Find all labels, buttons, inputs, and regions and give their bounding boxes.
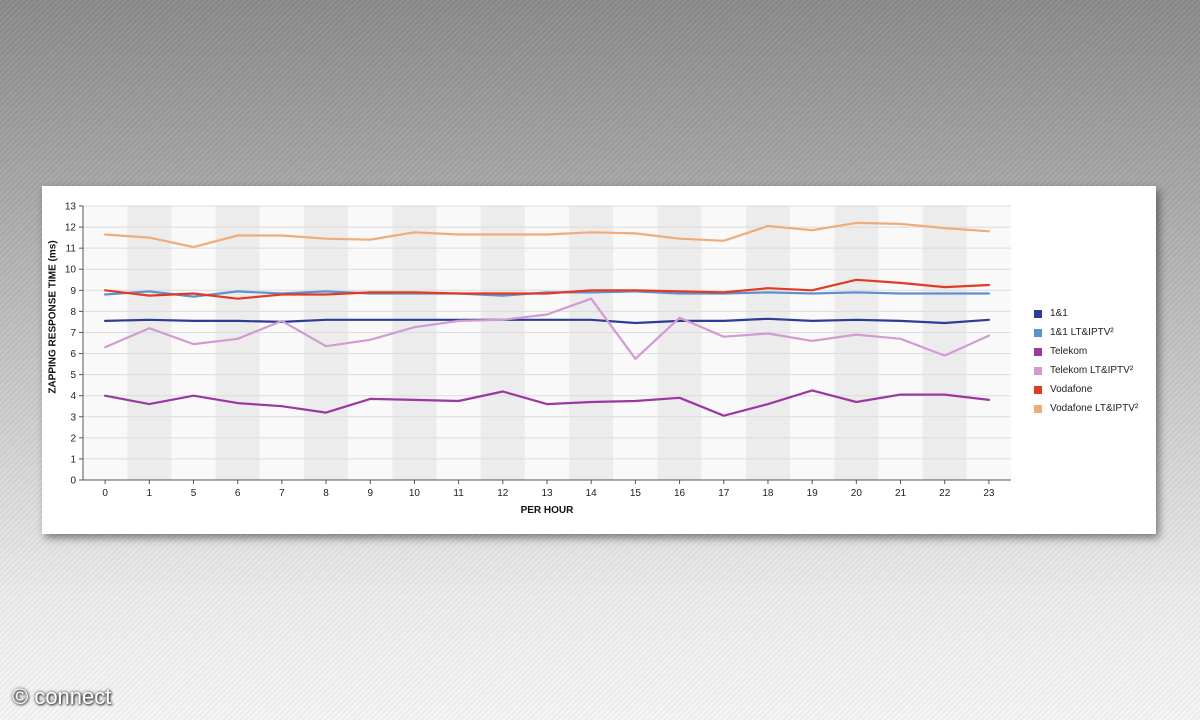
x-tick-label: 22: [939, 488, 951, 499]
y-tick-label: 7: [70, 328, 76, 339]
x-tick-labels: 0 1 5 6 7 8 9 10 11 12 13 14 15 16 17 18 19 20 21 22 23: [102, 480, 995, 499]
y-axis-title-text: ZAPPING RESPONSE TIME (ms): [47, 240, 59, 394]
x-tick-label: 13: [541, 488, 553, 499]
plot-band: [834, 206, 879, 480]
legend-swatch: [1034, 366, 1042, 375]
legend-swatch: [1034, 309, 1042, 318]
y-tick-label: 6: [70, 349, 76, 360]
x-tick-label: 18: [762, 488, 774, 499]
x-tick-label: 5: [191, 488, 197, 499]
y-tick-label: 10: [65, 265, 77, 276]
series-line: [103, 297, 991, 360]
x-tick-label: 20: [851, 488, 863, 499]
legend-item: Vodafone: [1034, 380, 1138, 399]
legend-label: 1&1 LT&IPTV²: [1050, 327, 1114, 338]
copyright-watermark: © connect: [12, 684, 112, 709]
plot-band: [259, 206, 304, 480]
plot-band: [436, 206, 481, 480]
y-tick-label: 4: [70, 391, 76, 402]
x-tick-label: 0: [102, 488, 108, 499]
plot-band: [701, 206, 746, 480]
plot-band: [127, 206, 172, 480]
legend-label: Telekom LT&IPTV²: [1050, 365, 1134, 376]
legend-item: Telekom: [1034, 342, 1138, 361]
x-tick-label: 10: [409, 488, 421, 499]
legend-item: 1&1: [1034, 304, 1138, 323]
y-tick-label: 5: [70, 370, 76, 381]
x-tick-label: 1: [147, 488, 153, 499]
legend-label: Telekom: [1050, 346, 1088, 357]
legend-label: Vodafone LT&IPTV²: [1050, 403, 1139, 414]
series-line: [103, 278, 991, 300]
legend-swatch: [1034, 385, 1042, 394]
x-tick-label: 23: [983, 488, 995, 499]
x-tick-label: 8: [323, 488, 329, 499]
x-tick-label: 15: [630, 488, 642, 499]
x-tick-label: 12: [497, 488, 509, 499]
plot-band: [480, 206, 525, 480]
x-tick-label: 14: [586, 488, 598, 499]
y-tick-label: 8: [70, 307, 76, 318]
series-line: [103, 221, 991, 249]
plot-band: [524, 206, 570, 480]
plot-band: [790, 206, 835, 480]
series-lines: [103, 221, 991, 417]
legend: 1&1 1&1 LT&IPTV² Telekom Telekom LT&IPTV² Vo…: [1034, 304, 1138, 418]
x-axis-title: PER HOUR: [520, 505, 574, 516]
y-tick-label: 11: [66, 244, 77, 255]
y-tick-label: 3: [70, 412, 76, 423]
plot-band: [569, 206, 614, 480]
y-tick-label: 1: [70, 454, 76, 465]
plot-band: [613, 206, 658, 480]
x-tick-label: 11: [453, 488, 464, 499]
x-tick-label: 19: [807, 488, 819, 499]
legend-swatch: [1034, 328, 1042, 337]
x-tick-label: 9: [367, 488, 373, 499]
y-tick-label: 9: [70, 286, 76, 297]
y-tick-label: 2: [70, 433, 76, 444]
plot-band: [745, 206, 791, 480]
legend-item: Vodafone LT&IPTV²: [1034, 399, 1138, 418]
plot-band: [392, 206, 437, 480]
series-line: [103, 317, 991, 325]
plot-band: [878, 206, 923, 480]
y-tick-label: 13: [65, 202, 77, 213]
plot-band: [922, 206, 967, 480]
x-tick-label: 16: [674, 488, 686, 499]
legend-item: 1&1 LT&IPTV²: [1034, 323, 1138, 342]
legend-swatch: [1034, 404, 1042, 413]
plot-band: [657, 206, 702, 480]
y-tick-label: 0: [70, 476, 76, 487]
x-tick-label: 21: [895, 488, 907, 499]
legend-item: Telekom LT&IPTV²: [1034, 361, 1138, 380]
plot-band: [83, 206, 128, 480]
y-tick-label: 12: [65, 223, 77, 234]
legend-label: Vodafone: [1050, 384, 1093, 395]
legend-label: 1&1: [1050, 308, 1068, 319]
x-tick-label: 7: [279, 488, 285, 499]
plot-bands: [83, 206, 1011, 480]
x-tick-label: 17: [718, 488, 730, 499]
plot-band: [215, 206, 260, 480]
legend-swatch: [1034, 347, 1042, 356]
series-line: [103, 389, 991, 417]
x-tick-label: 6: [235, 488, 241, 499]
